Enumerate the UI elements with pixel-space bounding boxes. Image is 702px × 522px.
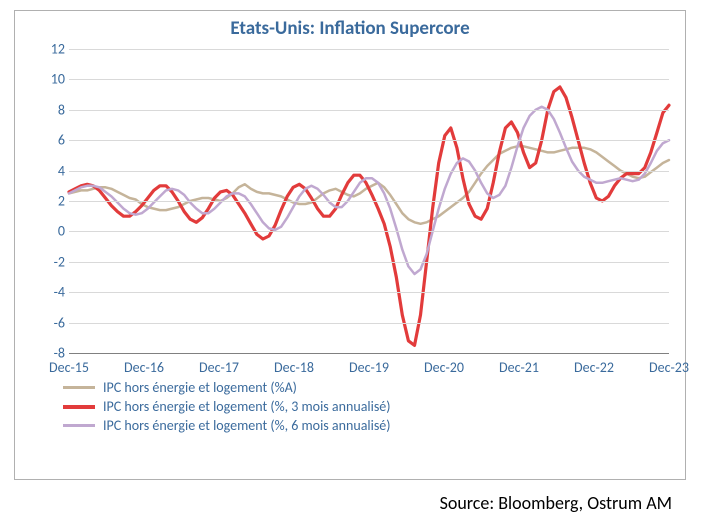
gridline bbox=[69, 231, 669, 232]
y-axis-label: 0 bbox=[23, 223, 65, 240]
y-axis-label: 4 bbox=[23, 162, 65, 179]
y-axis-label: -2 bbox=[23, 253, 65, 270]
gridline bbox=[69, 79, 669, 80]
x-axis-label: Dec-16 bbox=[124, 359, 164, 376]
legend-label: IPC hors énergie et logement (%, 3 mois … bbox=[103, 398, 391, 415]
gridline bbox=[69, 110, 669, 111]
legend: IPC hors énergie et logement (%A) IPC ho… bbox=[63, 379, 391, 436]
x-axis-label: Dec-20 bbox=[424, 359, 464, 376]
y-axis-label: 6 bbox=[23, 132, 65, 149]
source-attribution: Source: Bloomberg, Ostrum AM bbox=[440, 492, 672, 514]
y-axis-label: 8 bbox=[23, 101, 65, 118]
y-axis-label: 12 bbox=[23, 41, 65, 58]
legend-item: IPC hors énergie et logement (%A) bbox=[63, 379, 391, 396]
gridline bbox=[69, 323, 669, 324]
legend-label: IPC hors énergie et logement (%, 6 mois … bbox=[103, 417, 391, 434]
chart-title: Etats-Unis: Inflation Supercore bbox=[15, 11, 685, 40]
gridline bbox=[69, 201, 669, 202]
legend-swatch-2 bbox=[63, 424, 95, 427]
gridline bbox=[69, 353, 669, 354]
gridline bbox=[69, 140, 669, 141]
x-axis-label: Dec-15 bbox=[49, 359, 89, 376]
y-axis-label: 10 bbox=[23, 71, 65, 88]
legend-item: IPC hors énergie et logement (%, 3 mois … bbox=[63, 398, 391, 415]
plot-area bbox=[69, 49, 669, 353]
gridline bbox=[69, 49, 669, 50]
x-axis-label: Dec-23 bbox=[649, 359, 689, 376]
series-line-1 bbox=[69, 87, 669, 345]
legend-swatch-1 bbox=[63, 405, 95, 409]
legend-swatch-0 bbox=[63, 386, 95, 389]
x-axis-label: Dec-19 bbox=[349, 359, 389, 376]
y-axis-label: -6 bbox=[23, 314, 65, 331]
gridline bbox=[69, 262, 669, 263]
y-axis-label: 2 bbox=[23, 193, 65, 210]
x-axis-label: Dec-22 bbox=[574, 359, 614, 376]
x-axis-label: Dec-17 bbox=[199, 359, 239, 376]
x-axis-label: Dec-18 bbox=[274, 359, 314, 376]
legend-label: IPC hors énergie et logement (%A) bbox=[103, 379, 297, 396]
y-axis-label: -4 bbox=[23, 284, 65, 301]
gridline bbox=[69, 171, 669, 172]
gridline bbox=[69, 292, 669, 293]
x-axis-label: Dec-21 bbox=[499, 359, 539, 376]
chart-panel: Etats-Unis: Inflation Supercore IPC hors… bbox=[14, 10, 686, 480]
legend-item: IPC hors énergie et logement (%, 6 mois … bbox=[63, 417, 391, 434]
